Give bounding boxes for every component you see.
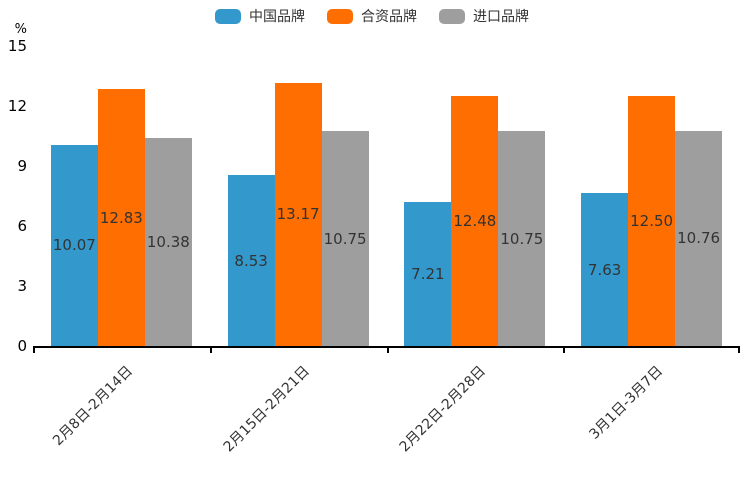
bar-value-label: 10.07 [52,236,96,255]
legend-swatch-icon [215,8,241,24]
bar-进口品牌-3: 10.76 [675,130,723,346]
bar-中国品牌-2: 7.21 [404,201,452,346]
legend-swatch-icon [439,8,465,24]
bar-中国品牌-0: 10.07 [50,144,98,346]
bar-value-label: 10.75 [500,229,544,248]
bar-value-label: 10.76 [677,229,721,248]
bar-进口品牌-0: 10.38 [144,138,192,346]
y-tick-label: 0 [17,337,27,355]
x-category-label: 2月15日-2月21日 [220,363,313,456]
legend-item-2[interactable]: 进口品牌 [439,6,529,26]
y-tick-label: 3 [17,277,27,295]
x-axis-tick [210,346,212,353]
legend-label: 合资品牌 [361,9,417,25]
y-axis-unit-label: % [14,22,27,37]
y-tick-label: 6 [17,217,27,235]
bar-value-label: 13.17 [276,205,320,224]
bar-value-label: 12.48 [453,212,497,231]
bar-value-label: 10.38 [146,233,190,252]
bar-value-label: 7.21 [411,264,445,283]
x-category-label: 2月8日-2月14日 [49,363,136,450]
x-axis-tick [738,346,740,353]
bar-value-label: 12.50 [630,212,674,230]
bar-进口品牌-1: 10.75 [321,131,369,346]
y-tick-label: 9 [17,157,27,175]
legend: 中国品牌 合资品牌 进口品牌 [0,6,744,26]
x-axis-tick [387,346,389,353]
bar-合资品牌-2: 12.48 [451,96,499,346]
y-tick-label: 15 [7,37,27,55]
plot-area: % 0 3 6 9 12 15 10.07 12.83 10.38 8.53 13.17 10.75 7… [8,22,740,455]
legend-item-1[interactable]: 合资品牌 [327,6,417,26]
x-axis-tick [33,346,35,353]
bar-value-label: 7.63 [587,260,622,279]
x-axis-tick [563,346,565,353]
legend-swatch-icon [327,8,353,24]
legend-item-0[interactable]: 中国品牌 [215,6,305,26]
x-category-label: 3月1日-3月7日 [586,363,666,443]
bar-中国品牌-3: 7.63 [581,193,629,346]
bar-进口品牌-2: 10.75 [498,131,546,346]
legend-label: 中国品牌 [249,9,305,25]
bar-value-label: 12.83 [99,208,143,227]
bar-value-label: 8.53 [234,251,268,270]
bar-中国品牌-1: 8.53 [227,175,275,346]
bar-合资品牌-1: 13.17 [274,82,322,346]
y-tick-label: 12 [7,97,27,115]
bar-合资品牌-0: 12.83 [97,89,145,346]
bar-合资品牌-3: 12.50 [628,96,676,346]
bar-value-label: 10.75 [323,229,367,248]
x-category-label: 2月22日-2月28日 [396,363,490,456]
legend-label: 进口品牌 [473,9,529,25]
